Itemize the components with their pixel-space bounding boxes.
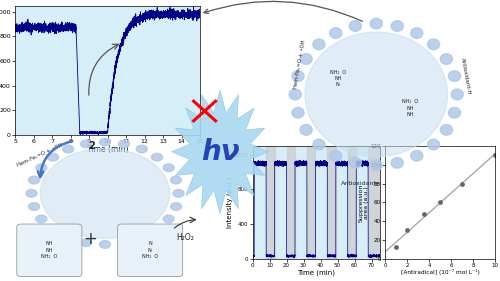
Text: +: + (84, 230, 97, 248)
Point (403, 228, 411, 233)
Point (420, 211, 428, 216)
Circle shape (391, 158, 404, 168)
Text: 2: 2 (88, 142, 95, 151)
Circle shape (170, 176, 181, 184)
Circle shape (80, 140, 92, 148)
Circle shape (36, 164, 47, 172)
Text: H₂O₂: H₂O₂ (176, 233, 194, 242)
Circle shape (370, 160, 382, 171)
Circle shape (330, 28, 342, 38)
Circle shape (313, 39, 325, 50)
Text: N
N·
NH₂  O: N N· NH₂ O (142, 241, 158, 259)
X-axis label: Time (min): Time (min) (297, 269, 335, 276)
Circle shape (330, 150, 342, 161)
Circle shape (152, 226, 162, 233)
Circle shape (440, 54, 452, 64)
Bar (307, 146, 316, 259)
Circle shape (28, 203, 40, 210)
Circle shape (292, 71, 304, 81)
Circle shape (118, 239, 130, 246)
Circle shape (313, 139, 325, 150)
Circle shape (300, 54, 312, 64)
Point (458, 181, 466, 186)
X-axis label: Time (min): Time (min) (87, 146, 128, 155)
Circle shape (410, 150, 423, 161)
Circle shape (451, 89, 464, 100)
Circle shape (62, 145, 74, 153)
Bar (328, 146, 336, 259)
Circle shape (100, 138, 110, 146)
Circle shape (440, 124, 452, 135)
Circle shape (163, 215, 174, 223)
Text: hν: hν (200, 138, 239, 166)
Circle shape (118, 140, 130, 148)
X-axis label: [Antiradical] (10⁻⁷ mol L⁻¹): [Antiradical] (10⁻⁷ mol L⁻¹) (400, 269, 479, 275)
Circle shape (100, 241, 110, 248)
Text: NH₂  O
NH
N·: NH₂ O NH N· (330, 70, 346, 87)
Circle shape (48, 153, 58, 161)
Y-axis label: Intensity (a.u.): Intensity (a.u.) (226, 176, 233, 228)
Circle shape (289, 89, 302, 100)
Text: Hem-Feᵥ=O + •OH: Hem-Feᵥ=O + •OH (293, 40, 306, 90)
Circle shape (428, 139, 440, 150)
Text: Antioxidant•: Antioxidant• (340, 181, 380, 186)
Text: NH₂  O
NH
NH: NH₂ O NH NH (402, 99, 418, 117)
Circle shape (40, 148, 170, 238)
Circle shape (26, 189, 37, 197)
Point (491, 153, 499, 158)
Text: Antioxidant-H: Antioxidant-H (460, 58, 471, 96)
Point (392, 245, 400, 250)
Circle shape (448, 107, 460, 118)
Bar (286, 146, 295, 259)
Circle shape (62, 234, 74, 241)
Circle shape (136, 234, 147, 241)
Polygon shape (172, 90, 268, 214)
Circle shape (410, 28, 423, 38)
Circle shape (349, 21, 362, 31)
Circle shape (36, 215, 47, 223)
Circle shape (349, 158, 362, 168)
Text: Hem-Feᵥ=O + •OH: Hem-Feᵥ=O + •OH (17, 142, 64, 168)
Circle shape (170, 203, 181, 210)
Bar (348, 146, 356, 259)
FancyBboxPatch shape (17, 224, 82, 277)
Circle shape (428, 39, 440, 50)
Circle shape (163, 164, 174, 172)
Circle shape (152, 153, 162, 161)
Bar (368, 146, 380, 259)
Circle shape (300, 124, 312, 135)
FancyBboxPatch shape (118, 224, 182, 277)
Text: NH
NH
NH₂  O: NH NH NH₂ O (42, 241, 58, 259)
Circle shape (292, 107, 304, 118)
Circle shape (391, 21, 404, 31)
Point (436, 200, 444, 205)
Circle shape (448, 71, 460, 81)
Bar (266, 146, 274, 259)
Circle shape (136, 145, 147, 153)
Circle shape (305, 32, 448, 157)
Circle shape (28, 176, 40, 184)
Circle shape (80, 239, 92, 246)
Circle shape (48, 226, 58, 233)
Y-axis label: Suppression
area (a.u.): Suppression area (a.u.) (358, 183, 369, 221)
Circle shape (173, 189, 184, 197)
Circle shape (370, 18, 382, 29)
